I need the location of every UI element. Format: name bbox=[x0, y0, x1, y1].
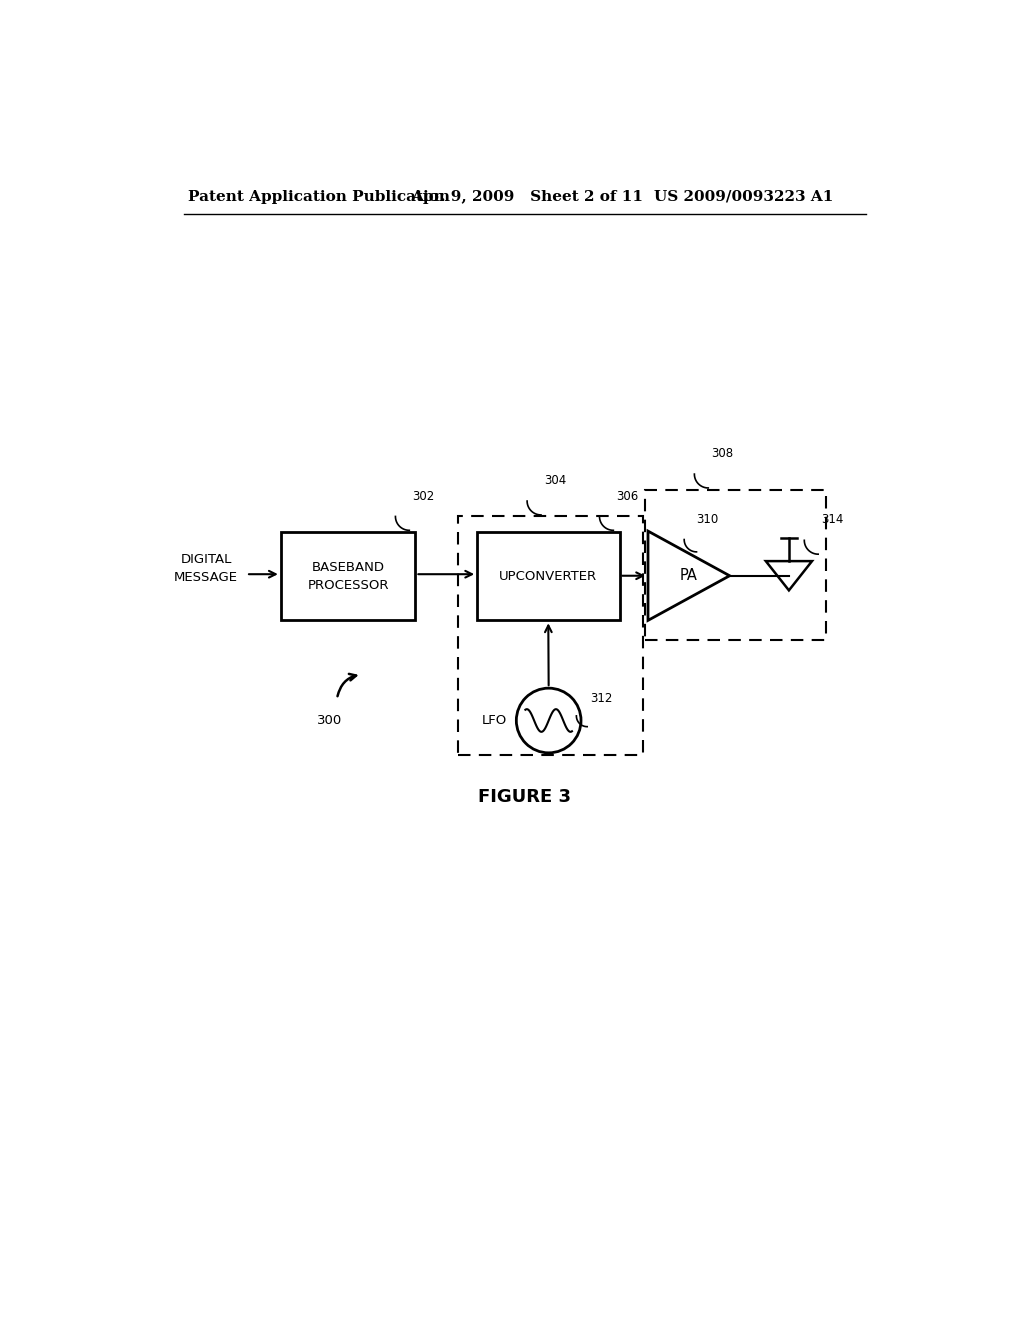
Bar bbox=[477, 532, 620, 620]
Text: 306: 306 bbox=[616, 490, 639, 503]
Text: PA: PA bbox=[680, 568, 697, 583]
Text: 304: 304 bbox=[544, 474, 566, 487]
Bar bbox=[458, 516, 643, 755]
Circle shape bbox=[516, 688, 581, 752]
Text: DIGITAL
MESSAGE: DIGITAL MESSAGE bbox=[174, 553, 238, 583]
Text: 314: 314 bbox=[821, 513, 844, 527]
Text: Apr. 9, 2009   Sheet 2 of 11: Apr. 9, 2009 Sheet 2 of 11 bbox=[412, 190, 644, 203]
Text: 308: 308 bbox=[712, 447, 733, 461]
Text: 302: 302 bbox=[413, 490, 434, 503]
Polygon shape bbox=[648, 531, 730, 620]
Text: 312: 312 bbox=[590, 692, 612, 705]
Text: FIGURE 3: FIGURE 3 bbox=[478, 788, 571, 807]
Bar bbox=[645, 490, 826, 640]
Polygon shape bbox=[766, 561, 812, 590]
Text: US 2009/0093223 A1: US 2009/0093223 A1 bbox=[654, 190, 834, 203]
Text: BASEBAND
PROCESSOR: BASEBAND PROCESSOR bbox=[307, 561, 389, 591]
Text: LFO: LFO bbox=[482, 714, 507, 727]
Text: 300: 300 bbox=[316, 714, 342, 727]
Text: 310: 310 bbox=[696, 512, 719, 525]
Bar bbox=[281, 532, 416, 620]
Text: Patent Application Publication: Patent Application Publication bbox=[188, 190, 451, 203]
Text: UPCONVERTER: UPCONVERTER bbox=[500, 570, 597, 582]
